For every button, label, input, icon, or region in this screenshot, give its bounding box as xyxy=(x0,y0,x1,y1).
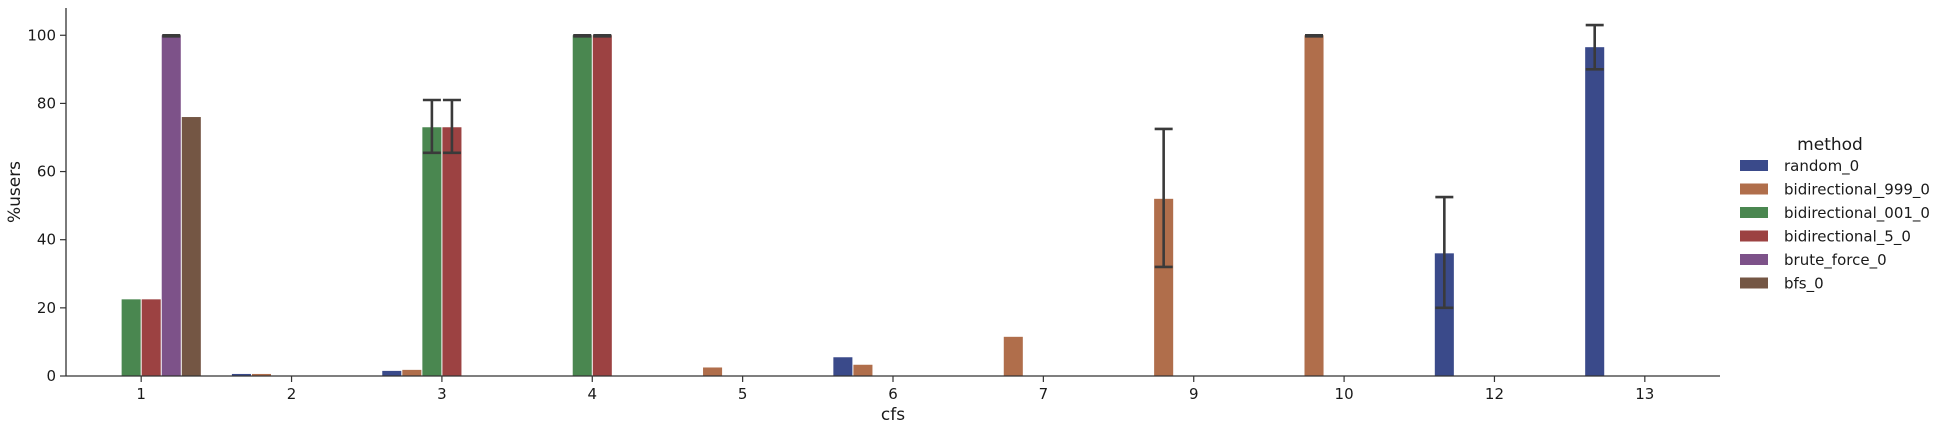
bar xyxy=(251,373,271,376)
legend-label: bidirectional_001_0 xyxy=(1784,204,1930,223)
legend: method random_0 bidirectional_999_0bidire… xyxy=(1740,135,1930,294)
legend-label: bidirectional_5_0 xyxy=(1784,228,1911,247)
bar xyxy=(161,35,181,377)
bars-layer xyxy=(121,35,1605,377)
legend-swatch xyxy=(1740,207,1768,218)
x-tick-label: 2 xyxy=(287,385,297,403)
legend-swatch xyxy=(1740,230,1768,242)
bar xyxy=(382,370,402,376)
x-tick-label: 9 xyxy=(1189,385,1199,403)
y-tick-label: 80 xyxy=(37,94,56,112)
bar xyxy=(121,299,141,376)
bar xyxy=(853,364,873,376)
error-bars-layer xyxy=(162,23,1604,310)
x-tick-label: 13 xyxy=(1635,385,1654,403)
bar xyxy=(1434,253,1454,376)
y-tick-label: 100 xyxy=(27,26,56,44)
bar xyxy=(402,369,422,376)
bar xyxy=(1304,35,1324,377)
legend-swatch xyxy=(1740,160,1768,171)
bar xyxy=(703,367,723,376)
x-tick-label: 7 xyxy=(1039,385,1049,403)
x-axis-label: cfs xyxy=(881,405,905,425)
y-axis-label: %users xyxy=(5,161,25,223)
legend-swatch xyxy=(1740,254,1768,265)
legend-label: bidirectional_999_0 xyxy=(1784,181,1930,200)
y-tick-label: 0 xyxy=(46,367,56,385)
bar xyxy=(572,35,592,377)
bar xyxy=(181,117,201,376)
bar xyxy=(422,127,442,376)
x-tick-label: 12 xyxy=(1485,385,1504,403)
legend-swatch xyxy=(1740,183,1768,195)
legend-title: method xyxy=(1797,135,1863,155)
bar xyxy=(141,299,161,376)
bar xyxy=(231,373,251,376)
bar xyxy=(442,127,462,376)
bar xyxy=(1585,47,1605,377)
bar xyxy=(592,35,612,377)
x-tick-label: 1 xyxy=(136,385,146,403)
legend-label: bfs_0 xyxy=(1784,275,1824,294)
bar xyxy=(1003,336,1023,376)
axes-layer: cfs %users xyxy=(5,8,1720,425)
bar xyxy=(1154,198,1174,376)
x-tick-label: 6 xyxy=(888,385,898,403)
x-tick-label: 10 xyxy=(1335,385,1354,403)
legend-swatch xyxy=(1740,277,1768,289)
legend-label: brute_force_0 xyxy=(1784,251,1887,270)
y-tick-label: 20 xyxy=(37,299,56,317)
y-tick-label: 40 xyxy=(37,231,56,249)
y-tick-label: 60 xyxy=(37,163,56,181)
x-tick-label: 5 xyxy=(738,385,748,403)
x-tick-label: 4 xyxy=(587,385,597,403)
bar xyxy=(833,357,853,376)
legend-label: random_0 xyxy=(1784,157,1859,176)
x-tick-label: 3 xyxy=(437,385,447,403)
